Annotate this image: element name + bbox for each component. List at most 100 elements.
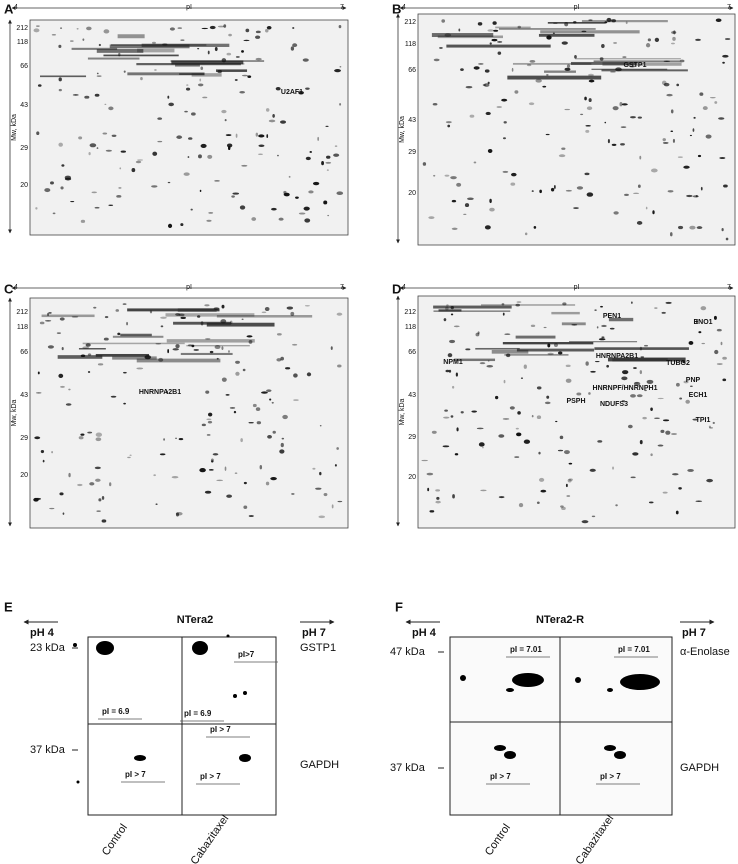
gel-spot [293,373,298,378]
gel-spot [230,320,233,325]
gel-spot [247,75,252,79]
gel-spot [94,206,100,209]
gel-spot [162,43,168,46]
mw-tick-label: 43 [20,392,28,399]
gel-spot [61,346,64,351]
gel-spot [671,31,677,34]
gel-spot [169,27,175,31]
gel-spot [336,312,343,316]
gel-streak [491,349,529,354]
pi-annotation: pI = 6.9 [184,709,212,718]
gel-spot [330,346,333,350]
gel-spot [94,466,101,470]
gel-spot [160,316,167,319]
gel-spot [594,360,600,363]
gel-spot [713,315,717,320]
gel-spot [422,162,427,166]
gel-streak [575,58,681,60]
gel-spot [96,75,102,77]
gel-spot [439,47,443,49]
mw-tick-label: 20 [20,182,28,189]
gel-spot [705,134,712,139]
gel-spot [604,121,607,124]
pi-annotation: pI = 6.9 [102,707,130,716]
gel-spot [540,489,547,493]
gel-spot [432,102,438,106]
gel-spot [676,83,680,87]
axis-label: pI [186,4,192,11]
mw-label: 37 kDa [30,744,66,756]
gel-spot [80,219,86,223]
gel-streak [544,70,576,73]
blot-spot [604,745,616,751]
gel-spot [533,225,537,229]
gel-spot [47,312,50,317]
gel-spot [568,478,573,481]
gel-spot [78,136,83,140]
gel-spot [539,189,542,194]
gel-spot [502,312,505,316]
gel-spot [670,130,674,133]
gel-spot [175,512,180,517]
gel-spot [471,410,478,413]
gel-spot [95,478,101,482]
gel-spot [223,24,227,28]
gel-streak [431,33,494,38]
gel-spot [460,411,464,414]
gel-spot [61,164,65,167]
gel-streak [593,60,681,62]
gel-spot [497,51,502,55]
gel-streak [561,322,586,326]
gel-spot [283,192,287,196]
gel-spot [436,496,440,500]
cell-line: NTera2-R [536,614,584,626]
gel-spot [639,155,642,160]
gel-streak [601,69,688,72]
gel-spot [528,102,535,106]
protein-label: ECH1 [689,392,708,399]
blot-spot [76,780,80,784]
condition-label: Control [100,822,130,858]
gel-spot [36,131,40,136]
gel-spot [39,321,45,325]
gel-spot [492,21,497,25]
gel-spot [226,494,232,498]
gel-spot [235,371,240,376]
gel-streak [136,63,241,66]
gel-spot [149,310,153,314]
gel-spot [588,392,591,395]
gel-spot [72,94,79,96]
gel-spot [456,427,459,432]
gel-spot [591,515,596,518]
gel-spot [722,356,727,360]
gel-spot [245,28,250,33]
gel-spot [157,117,163,120]
gel-spot [105,149,112,152]
gel-spot [221,58,227,63]
gel-spot [520,377,523,379]
gel-streak [215,69,248,72]
gel-spot [309,151,312,153]
gel-spot [298,212,306,215]
gel-spot [465,348,471,351]
gel-spot [144,355,152,360]
gel-spot [444,409,448,412]
gel-spot [529,59,536,63]
gel-spot [552,22,558,24]
gel-spot [88,152,91,156]
gel-spot [241,164,248,167]
gel-spot [647,38,651,42]
gel-spot [58,77,62,82]
gel-spot [266,389,272,392]
gel-streak [112,335,164,338]
gel-spot [184,110,188,113]
gel-spot [188,137,193,140]
pi-annotation: pI > 7 [210,725,231,734]
gel-streak [607,357,686,362]
blot-box [449,636,673,816]
axis-label: pI [574,4,580,11]
gel-spot [636,394,643,398]
gel-spot [473,161,477,164]
gel-spot [98,43,101,47]
gel-spot [503,121,507,124]
